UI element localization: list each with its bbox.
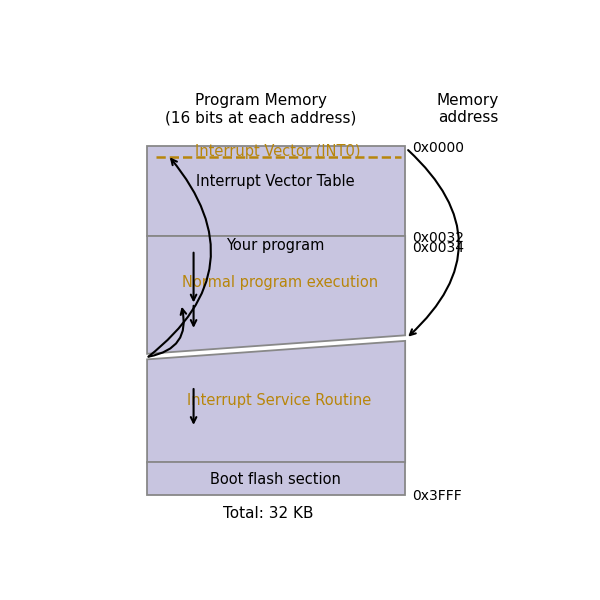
Text: Program Memory
(16 bits at each address): Program Memory (16 bits at each address) [166,93,356,125]
Text: Interrupt Service Routine: Interrupt Service Routine [187,392,372,407]
Polygon shape [147,341,405,463]
Text: Normal program execution: Normal program execution [182,275,377,290]
Polygon shape [147,463,405,495]
Polygon shape [147,146,405,236]
Text: 0x0032: 0x0032 [412,232,464,245]
Text: Your program: Your program [226,238,324,253]
Text: Total: 32 KB: Total: 32 KB [223,506,313,521]
Text: Boot flash section: Boot flash section [209,472,340,487]
Text: Memory
address: Memory address [437,93,499,125]
Text: Interrupt Vector Table: Interrupt Vector Table [196,175,354,190]
Text: 0x3FFF: 0x3FFF [412,488,462,503]
Text: Interrupt Vector (INT0): Interrupt Vector (INT0) [196,144,361,159]
Text: 0x0034: 0x0034 [412,241,464,256]
Text: 0x0000: 0x0000 [412,141,464,155]
Polygon shape [147,236,405,354]
